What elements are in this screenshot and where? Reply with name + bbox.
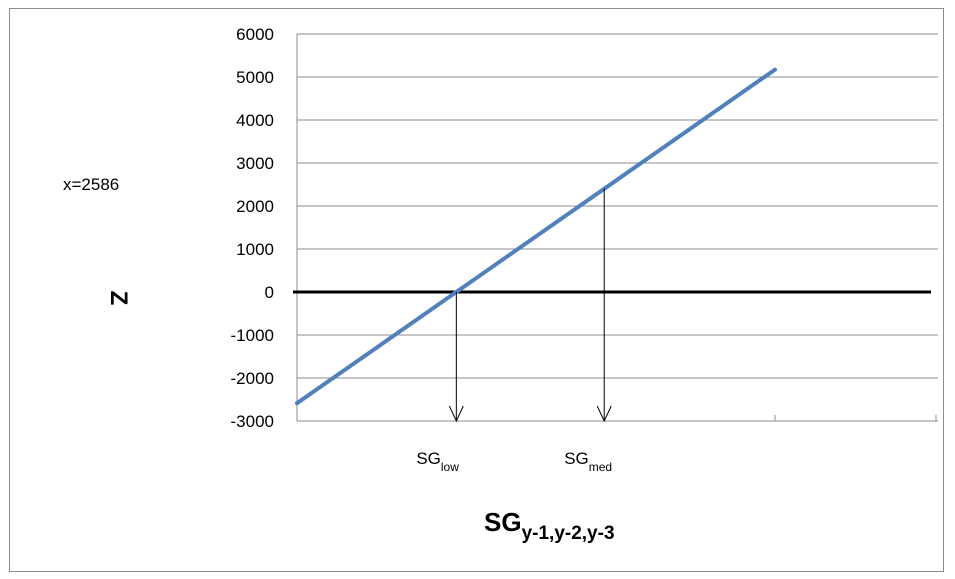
axes xyxy=(293,34,937,421)
x-axis-label-sub: y-1,y-2,y-3 xyxy=(522,523,615,544)
y-axis-label: Z xyxy=(105,291,132,306)
annotation-label: x=2586 xyxy=(63,175,119,194)
tick-labels: 6000 5000 4000 3000 2000 1000 0 -1000 -2000 -3000 xyxy=(231,25,274,431)
y-tick-label: 0 xyxy=(265,283,274,302)
marker-label: SGlow xyxy=(416,449,459,474)
chart-frame: SGlow SGmed 6000 5000 4000 3000 2000 1000 0 -100… xyxy=(9,8,944,572)
markers: SGlow SGmed xyxy=(416,188,612,474)
y-tick-label: -1000 xyxy=(231,326,274,345)
x-axis-label: SGy-1,y-2,y-3 xyxy=(484,507,615,544)
y-tick-label: 6000 xyxy=(236,25,274,44)
x-axis-label-main: SG xyxy=(484,507,522,537)
y-tick-label: 5000 xyxy=(236,68,274,87)
marker-label-sub: med xyxy=(589,460,612,474)
series xyxy=(295,67,777,406)
marker-label-main: SG xyxy=(416,449,441,468)
y-tick-label: -3000 xyxy=(231,412,274,431)
marker-label: SGmed xyxy=(564,449,612,474)
chart: SGlow SGmed 6000500040003000200010000-100… xyxy=(63,25,938,544)
marker-arrow-head xyxy=(448,405,464,423)
marker-arrow-head xyxy=(596,405,612,423)
y-tick-label: 1000 xyxy=(236,240,274,259)
y-tick-label: -2000 xyxy=(231,369,274,388)
marker-label-sub: low xyxy=(441,460,459,474)
y-tick-label: 4000 xyxy=(236,111,274,130)
gridlines xyxy=(297,33,938,422)
y-tick-label: 2000 xyxy=(236,197,274,216)
marker-label-main: SG xyxy=(564,449,589,468)
series-line xyxy=(295,67,777,406)
y-tick-label: 3000 xyxy=(236,154,274,173)
